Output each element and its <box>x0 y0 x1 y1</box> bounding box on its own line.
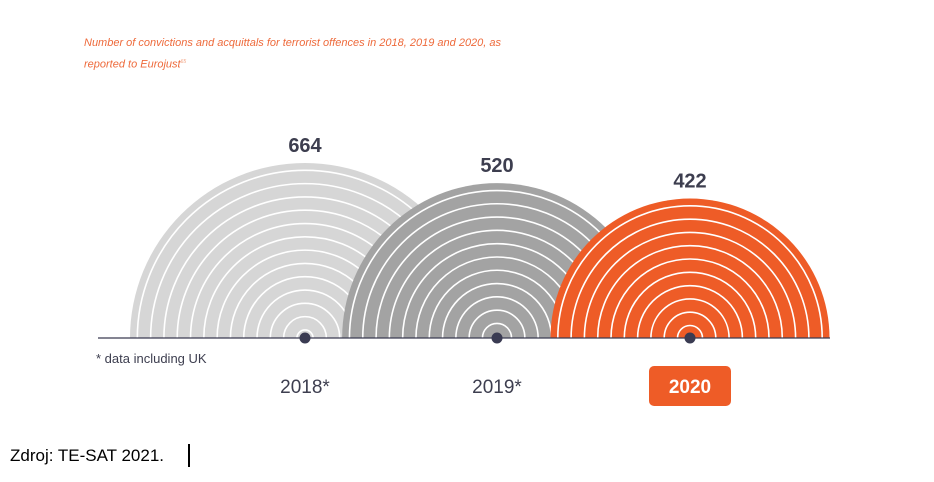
arc-ring-2020 <box>636 284 744 339</box>
center-dot-2020 <box>684 332 696 344</box>
center-dot-2018 <box>299 332 311 344</box>
chart: 664 520 422 2018* 2019* 2020 * data including … <box>96 135 830 406</box>
source-note: Zdroj: TE-SAT 2021. <box>10 446 165 465</box>
arc-ring-2018 <box>282 315 328 339</box>
arc-ring-2020 <box>570 218 810 339</box>
value-label-2019: 520 <box>480 155 513 177</box>
arc-ring-2020 <box>623 271 757 339</box>
arc-ring-2020 <box>650 298 730 339</box>
arc-ring-2018 <box>269 302 341 339</box>
chart-title-text: Number of convictions and acquittals for… <box>84 37 502 71</box>
arc-ring-2019 <box>441 282 553 339</box>
arc-2020 <box>550 198 830 338</box>
arc-ring-2019 <box>481 322 513 339</box>
arc-ring-2020 <box>557 205 823 339</box>
category-label-2018: 2018* <box>280 377 330 398</box>
category-label-2019: 2019* <box>472 377 522 398</box>
text-cursor <box>188 444 190 467</box>
title-footnote-ref: 65 <box>180 59 187 65</box>
center-dot-2019 <box>491 332 503 344</box>
arc-ring-2020 <box>676 324 704 339</box>
arc-ring-2020 <box>663 311 717 339</box>
footnote: * data including UK <box>96 351 207 366</box>
arc-ring-2019 <box>455 296 539 339</box>
arc-ring-2018 <box>296 329 314 339</box>
category-label-2020: 2020 <box>669 377 711 398</box>
arc-ring-2020 <box>596 244 784 339</box>
highlight-badge-2020 <box>649 366 731 406</box>
value-label-2020: 422 <box>673 170 706 192</box>
arc-ring-2020 <box>610 258 770 339</box>
arc-ring-2020 <box>583 231 797 339</box>
arc-ring-2019 <box>468 309 526 339</box>
chart-title: Number of convictions and acquittals for… <box>84 34 504 75</box>
value-label-2018: 664 <box>288 135 322 157</box>
